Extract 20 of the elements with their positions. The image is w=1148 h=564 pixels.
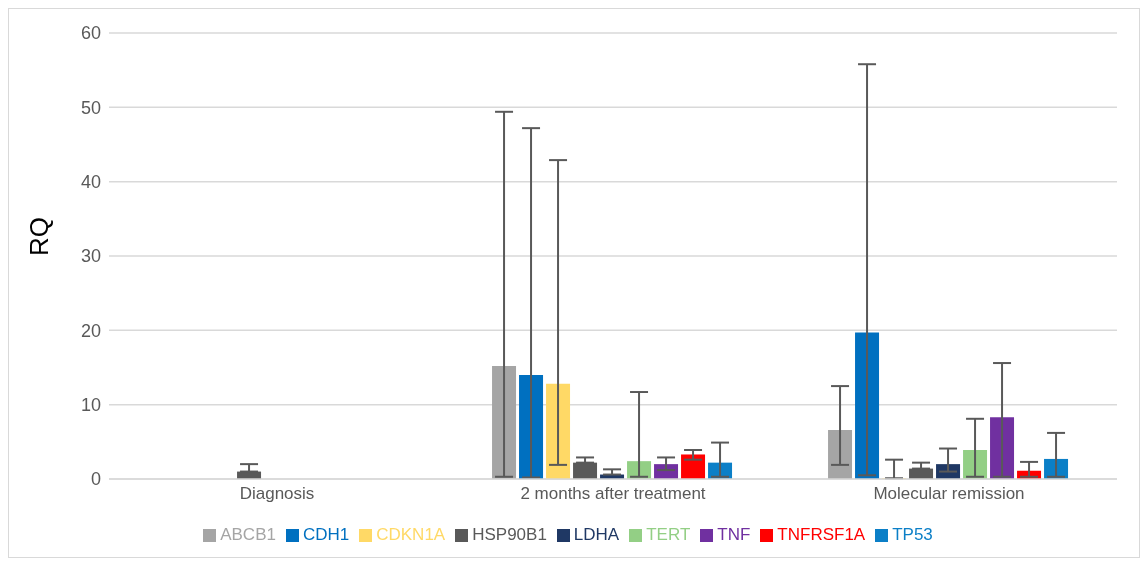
x-tick-label: Diagnosis — [239, 484, 315, 504]
legend-label: HSP90B1 — [472, 525, 547, 544]
y-tick-label: 20 — [80, 320, 101, 341]
y-tick-label: 60 — [80, 23, 101, 44]
y-tick-label: 40 — [80, 172, 101, 193]
legend-label: LDHA — [573, 525, 620, 544]
legend-label: CDKN1A — [376, 525, 446, 544]
legend-label: ABCB1 — [220, 525, 276, 544]
legend-label: TNFRSF1A — [777, 525, 866, 544]
x-tick-label: 2 months after treatment — [520, 484, 706, 504]
y-tick-label: 0 — [90, 469, 101, 490]
legend-label: TNF — [717, 525, 751, 544]
legend-label: CDH1 — [302, 525, 350, 544]
legend-label: TERT — [646, 525, 691, 544]
y-tick-label: 10 — [80, 395, 101, 416]
y-tick-label: 50 — [80, 97, 101, 118]
y-tick-label: 30 — [80, 246, 101, 267]
x-tick-label: Molecular remission — [873, 484, 1025, 504]
y-axis-title: RQ — [24, 217, 55, 256]
legend-label: TP53 — [892, 525, 933, 544]
